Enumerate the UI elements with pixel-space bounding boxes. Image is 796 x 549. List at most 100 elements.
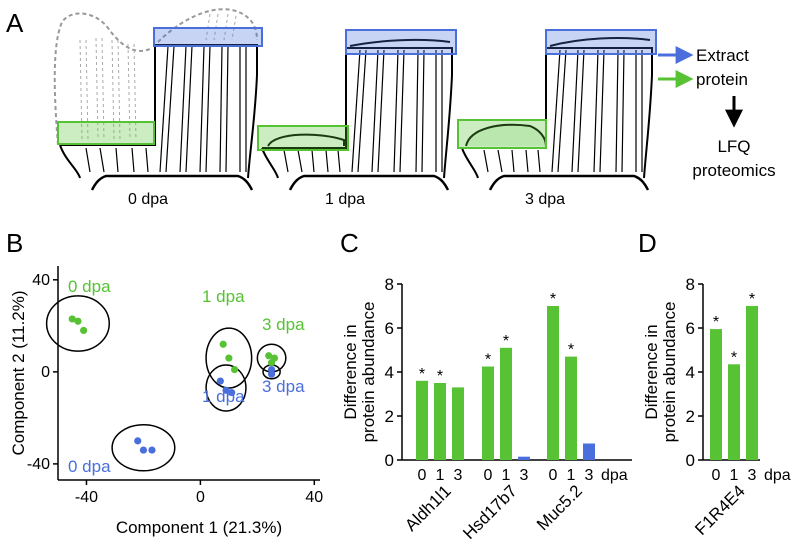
x-tick-label: 0: [196, 489, 205, 506]
significance-mark: *: [550, 291, 556, 308]
x-tick-label: 40: [305, 489, 323, 506]
cluster-ellipse: [205, 327, 253, 389]
y-tick-label: 8: [385, 275, 394, 294]
x-tick-label: 3: [585, 467, 594, 484]
legend-protein: protein: [696, 70, 748, 89]
panel-a-schematic: 0 dpa 1 dpa: [53, 8, 776, 208]
cluster-label: 1 dpa: [202, 387, 245, 406]
bar: [583, 443, 595, 460]
bar: [746, 306, 758, 460]
data-point: [134, 437, 142, 445]
y-tick-label: 2: [686, 407, 695, 426]
data-point: [267, 370, 276, 378]
group-label: Muc5.2: [533, 481, 586, 534]
significance-mark: *: [568, 342, 574, 359]
y-axis-label: Component 2 (11.2%): [9, 290, 28, 455]
data-point: [225, 354, 233, 362]
significance-mark: *: [419, 366, 425, 383]
legend-proteomics: proteomics: [692, 161, 775, 180]
y-tick-label: 2: [385, 407, 394, 426]
significance-mark: *: [503, 333, 509, 350]
data-point: [139, 446, 148, 454]
data-point: [148, 446, 156, 454]
cluster-label: 1 dpa: [202, 287, 245, 306]
stage-label-1-dpa: 1 dpa: [325, 191, 365, 208]
cluster-ellipse: [111, 424, 176, 472]
group-label: Aldh1l1: [401, 481, 455, 535]
data-point: [265, 352, 273, 360]
y-axis-label: Difference in: [642, 324, 661, 419]
data-point: [230, 365, 239, 374]
x-tick-label: -40: [75, 489, 98, 506]
y-tick-label: 0: [385, 451, 394, 470]
y-tick-label: -40: [27, 456, 50, 473]
y-tick-label: 6: [385, 319, 394, 338]
significance-mark: *: [437, 368, 443, 385]
x-unit-label: dpa: [601, 467, 628, 484]
data-point: [228, 388, 236, 397]
panel-label-d: D: [638, 228, 657, 258]
data-point: [80, 326, 88, 335]
data-point: [68, 315, 76, 323]
panel-label-b: B: [6, 228, 23, 258]
x-axis-label: Component 1 (21.3%): [116, 518, 282, 537]
stage-label-0-dpa: 0 dpa: [128, 191, 168, 208]
x-unit-label: dpa: [764, 467, 791, 484]
y-tick-label: 4: [385, 363, 394, 382]
bar: [416, 380, 428, 460]
bar: [518, 456, 530, 460]
cluster-label: 0 dpa: [68, 277, 111, 296]
legend-extract: Extract: [696, 46, 749, 65]
y-axis-label: protein abundance: [660, 302, 679, 443]
panel-label-c: C: [340, 228, 359, 258]
bar: [565, 356, 577, 460]
panel-d-bar-chart: 0 2 4 6 8 Difference in protein abundance * 0 * 1 *…: [642, 275, 791, 539]
y-tick-label: 4: [686, 363, 695, 382]
cluster-label: 3 dpa: [262, 315, 305, 334]
fin-3-dpa: 3 dpa: [457, 29, 657, 208]
x-tick-label: 1: [502, 467, 511, 484]
bar: [547, 306, 559, 460]
significance-mark: *: [731, 349, 737, 366]
significance-mark: *: [485, 352, 491, 369]
cluster-ellipse: [45, 295, 111, 352]
data-point: [222, 386, 230, 394]
y-tick-label: 0: [686, 451, 695, 470]
x-tick-label: 1: [436, 467, 445, 484]
y-tick-label: 6: [686, 319, 695, 338]
y-axis-label: Difference in: [341, 324, 360, 419]
bar: [710, 329, 722, 460]
x-tick-label: 3: [748, 467, 757, 484]
panel-b-pca: -40 0 40 40 0 -40 Component 1 (21.3%) Component…: [9, 266, 323, 537]
cluster-label: 0 dpa: [68, 457, 111, 476]
group-label: Hsd17b7: [459, 481, 521, 543]
y-tick-label: 0: [41, 364, 50, 381]
y-tick-label: 8: [686, 275, 695, 294]
x-tick-label: 0: [484, 467, 493, 484]
data-point: [216, 377, 224, 385]
data-point: [267, 359, 276, 367]
fin-1-dpa: 1 dpa: [257, 29, 457, 208]
bar: [500, 347, 512, 460]
cluster-label: 3 dpa: [262, 377, 305, 396]
data-point: [219, 340, 227, 348]
y-tick-label: 40: [32, 272, 50, 289]
x-tick-label: 3: [454, 467, 463, 484]
x-tick-label: 1: [567, 467, 576, 484]
bar: [434, 383, 446, 460]
x-tick-label: 3: [520, 467, 529, 484]
significance-mark: *: [749, 291, 755, 308]
cluster-ellipse: [205, 364, 247, 412]
y-axis-label: protein abundance: [359, 302, 378, 443]
bar: [452, 387, 464, 460]
data-point: [74, 317, 82, 325]
x-tick-label: 0: [712, 467, 721, 484]
significance-mark: *: [713, 314, 719, 331]
x-tick-label: 0: [418, 467, 427, 484]
stage-label-3-dpa: 3 dpa: [525, 191, 565, 208]
bar: [482, 366, 494, 460]
group-label: F1R4E4: [691, 481, 749, 539]
fin-0-dpa: 0 dpa: [53, 8, 263, 208]
